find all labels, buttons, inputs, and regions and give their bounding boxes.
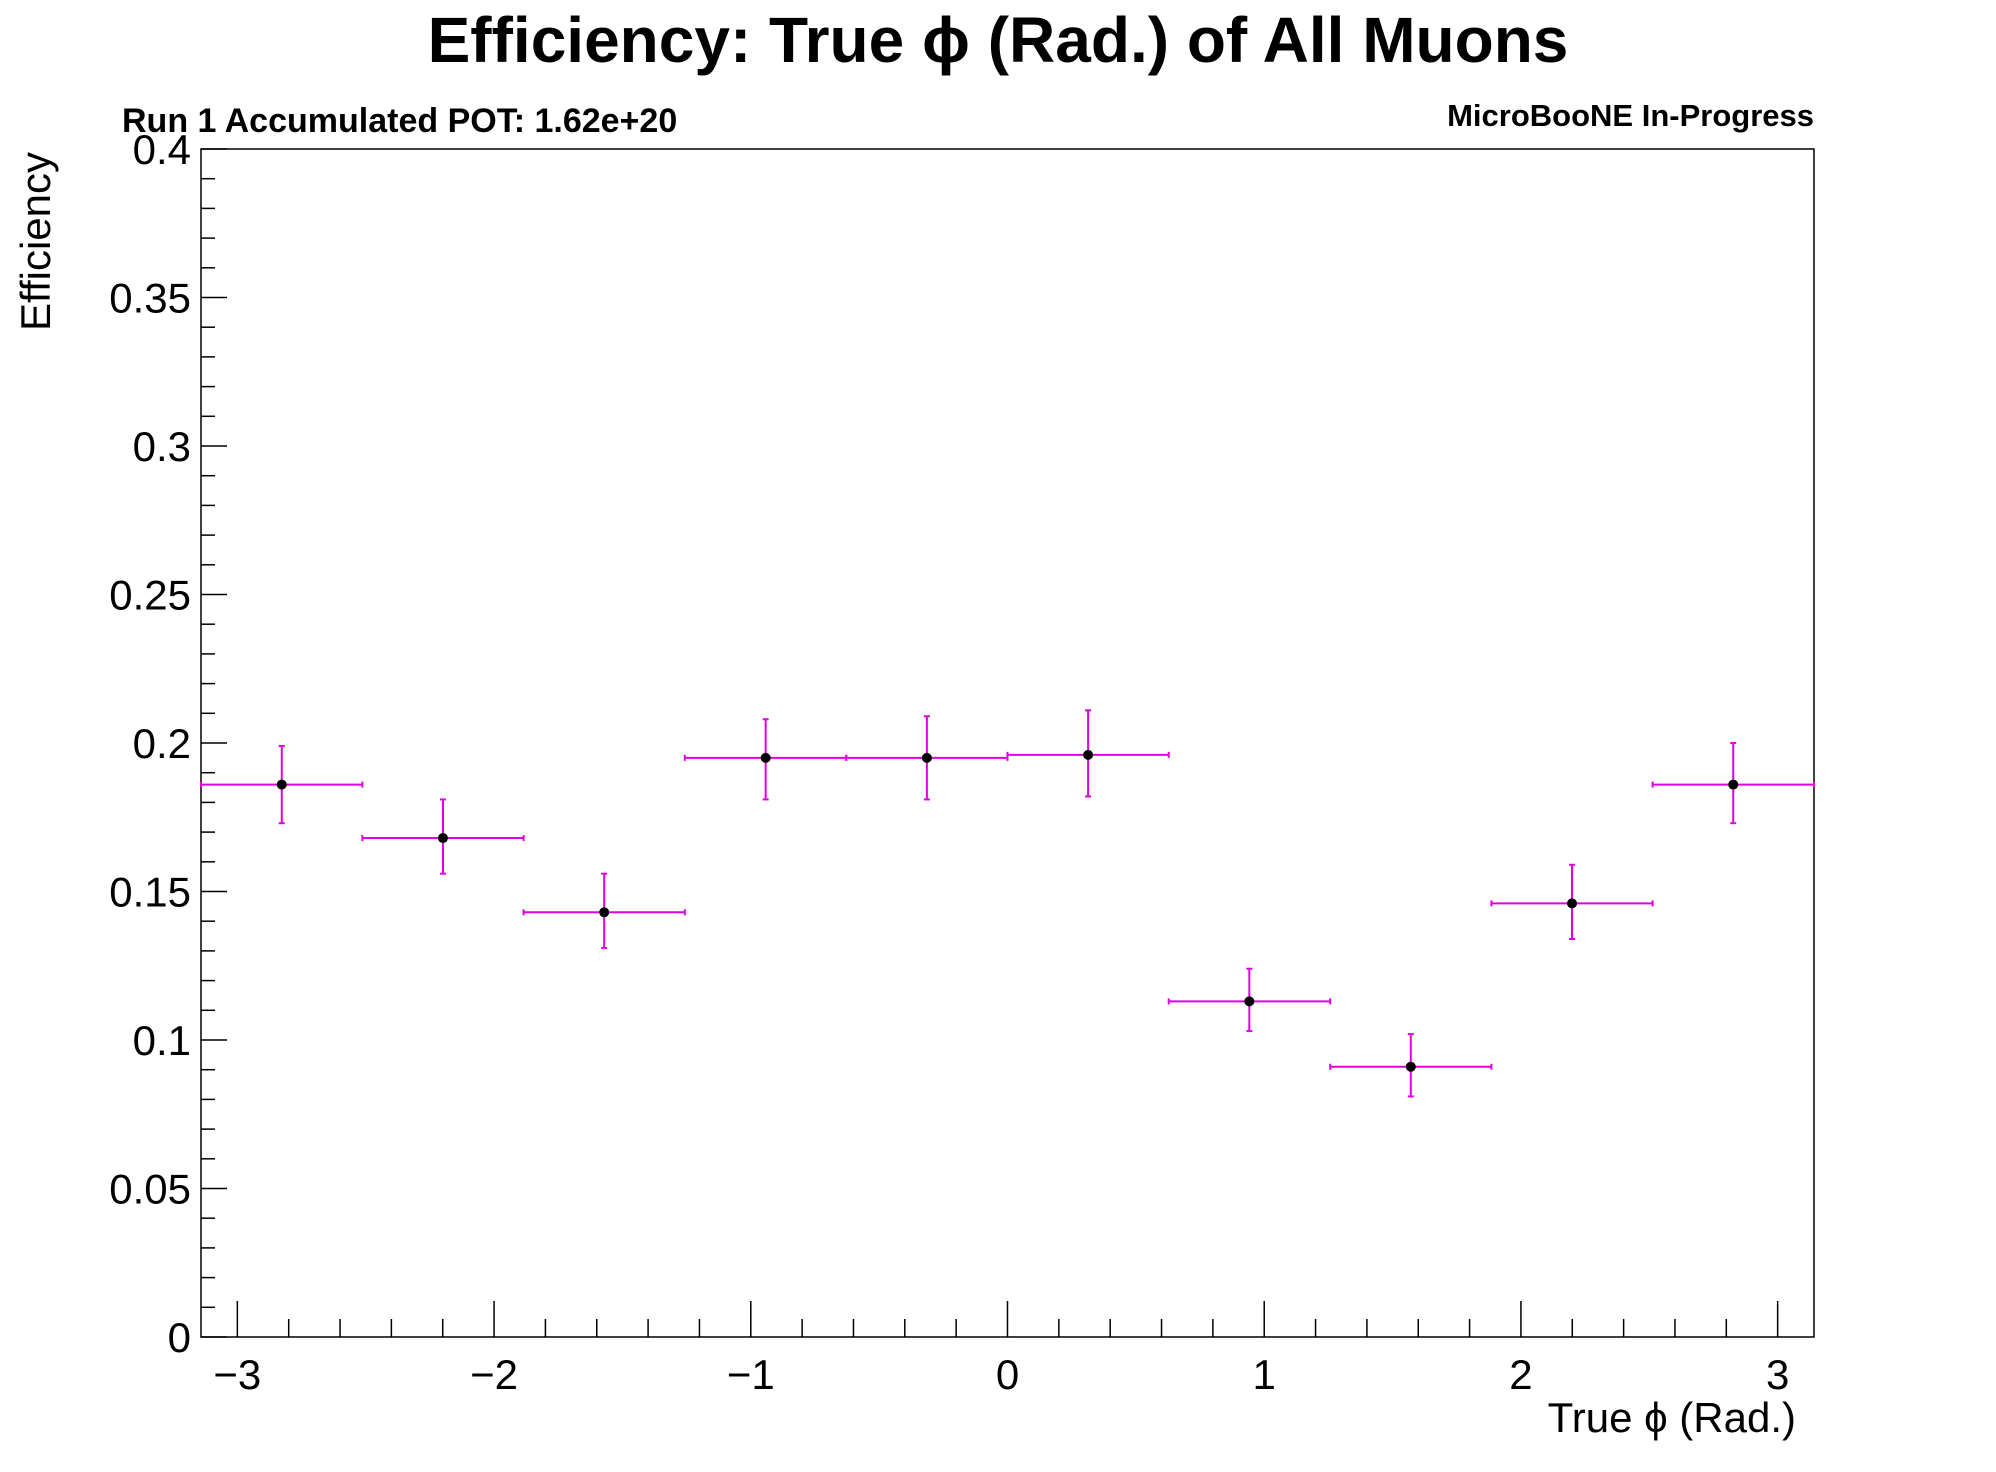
data-point [1651, 742, 1815, 825]
data-marker [276, 779, 287, 790]
x-tick-label: 2 [1509, 1351, 1532, 1398]
x-tick-label: 0 [996, 1351, 1019, 1398]
data-marker [1567, 898, 1578, 909]
y-tick-label: 0.1 [133, 1017, 191, 1064]
y-axis-title: Efficiency [12, 152, 59, 331]
data-marker [760, 752, 771, 763]
data-marker [921, 752, 932, 763]
data-point [845, 715, 1009, 801]
chart-title: Efficiency: True ϕ (Rad.) of All Muons [428, 4, 1569, 76]
data-point [200, 744, 364, 825]
data-point [1329, 1033, 1493, 1098]
data-marker [599, 907, 610, 918]
data-marker [437, 833, 448, 844]
x-tick-label: 1 [1253, 1351, 1276, 1398]
data-marker [1405, 1061, 1416, 1072]
y-tick-label: 0.25 [109, 572, 191, 619]
x-tick-label: −1 [727, 1351, 775, 1398]
data-point [522, 872, 686, 949]
data-point [361, 798, 525, 875]
y-tick-label: 0.05 [109, 1166, 191, 1213]
data-point [1490, 863, 1654, 941]
y-axis: 0 0.05 0.1 0.15 0.2 0.25 0.3 0.35 0.4 [109, 126, 227, 1361]
data-marker [1083, 749, 1094, 760]
data-point [1006, 709, 1170, 798]
y-tick-label: 0.4 [133, 126, 191, 173]
chart-subtitle-right: MicroBooNE In-Progress [1447, 98, 1814, 133]
series-layer [200, 709, 1815, 1098]
y-tick-label: 0.15 [109, 869, 191, 916]
data-point [683, 718, 848, 801]
data-marker [1728, 779, 1739, 790]
y-tick-label: 0.3 [133, 423, 191, 470]
y-tick-label: 0 [168, 1314, 191, 1361]
chart-subtitle-left: Run 1 Accumulated POT: 1.62e+20 [122, 102, 677, 140]
x-tick-label: −2 [470, 1351, 518, 1398]
x-axis: −3 −2 −1 0 1 2 3 [213, 1301, 1789, 1398]
plot-frame [200, 148, 1815, 1338]
data-marker [1244, 996, 1255, 1007]
x-tick-label: 3 [1766, 1351, 1789, 1398]
y-tick-label: 0.2 [133, 720, 191, 767]
x-tick-label: −3 [213, 1351, 261, 1398]
x-axis-title: True ϕ (Rad.) [1548, 1394, 1796, 1441]
data-point [1167, 967, 1332, 1033]
y-tick-label: 0.35 [109, 275, 191, 322]
